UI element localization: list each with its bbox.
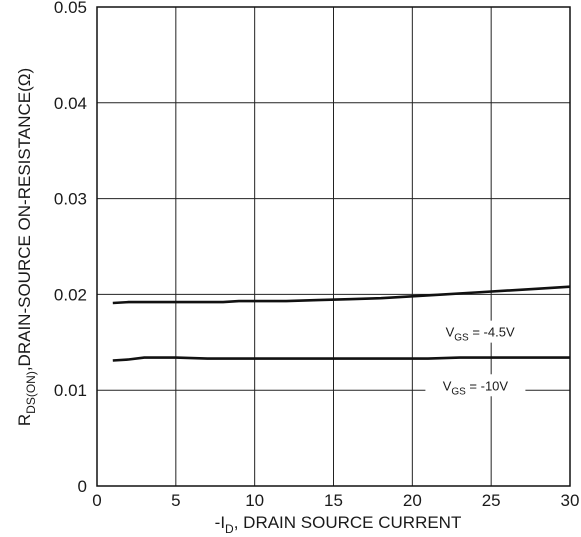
series-label-post: = -10V <box>466 378 509 393</box>
x-tick-label: 15 <box>324 491 343 510</box>
y-axis-label-post: ,DRAIN-SOURCE ON-RESISTANCE(Ω) <box>15 68 34 371</box>
x-axis-label-pre: -I <box>215 513 225 532</box>
x-axis-label-post: , DRAIN SOURCE CURRENT <box>234 513 462 532</box>
x-tick-label: 20 <box>403 491 422 510</box>
y-tick-label: 0.02 <box>54 285 87 304</box>
series-line-2 <box>112 356 570 362</box>
x-axis-label-sub: D <box>225 522 234 536</box>
series-label-1: VGS = -4.5V <box>446 325 515 344</box>
series-label-sub: GS <box>451 386 466 397</box>
series-line-1 <box>112 285 571 305</box>
x-axis-label: -ID, DRAIN SOURCE CURRENT <box>215 513 462 536</box>
grid <box>97 7 570 486</box>
x-tick-label: 0 <box>92 491 101 510</box>
y-tick-label: 0.01 <box>54 381 87 400</box>
plot-border <box>96 6 571 487</box>
x-tick-label: 25 <box>482 491 501 510</box>
series-label-pre: V <box>446 325 455 340</box>
series-lines <box>112 285 571 362</box>
series-label-backing <box>425 374 526 397</box>
y-tick-label: 0.04 <box>54 94 87 113</box>
y-axis-label-sub: DS(ON) <box>24 371 38 414</box>
y-tick-label: 0.05 <box>54 0 87 17</box>
plot-frame <box>96 6 571 487</box>
series-label-post: = -4.5V <box>469 325 515 340</box>
x-tick-label: 30 <box>561 491 580 510</box>
series-label-sub: GS <box>454 333 469 344</box>
x-tick-label: 10 <box>245 491 264 510</box>
y-axis-label: RDS(ON),DRAIN-SOURCE ON-RESISTANCE(Ω) <box>15 68 38 426</box>
series-label-backing <box>430 320 531 343</box>
y-axis-label-pre: R <box>15 414 34 426</box>
series-label-2: VGS = -10V <box>443 378 509 397</box>
y-tick-label: 0 <box>78 477 87 496</box>
x-tick-labels: 0 5 10 15 20 25 30 <box>92 491 579 510</box>
y-tick-label: 0.03 <box>54 190 87 209</box>
y-tick-labels: 0 0.01 0.02 0.03 0.04 0.05 <box>54 0 87 496</box>
series-label-pre: V <box>443 378 452 393</box>
x-tick-label: 5 <box>171 491 180 510</box>
